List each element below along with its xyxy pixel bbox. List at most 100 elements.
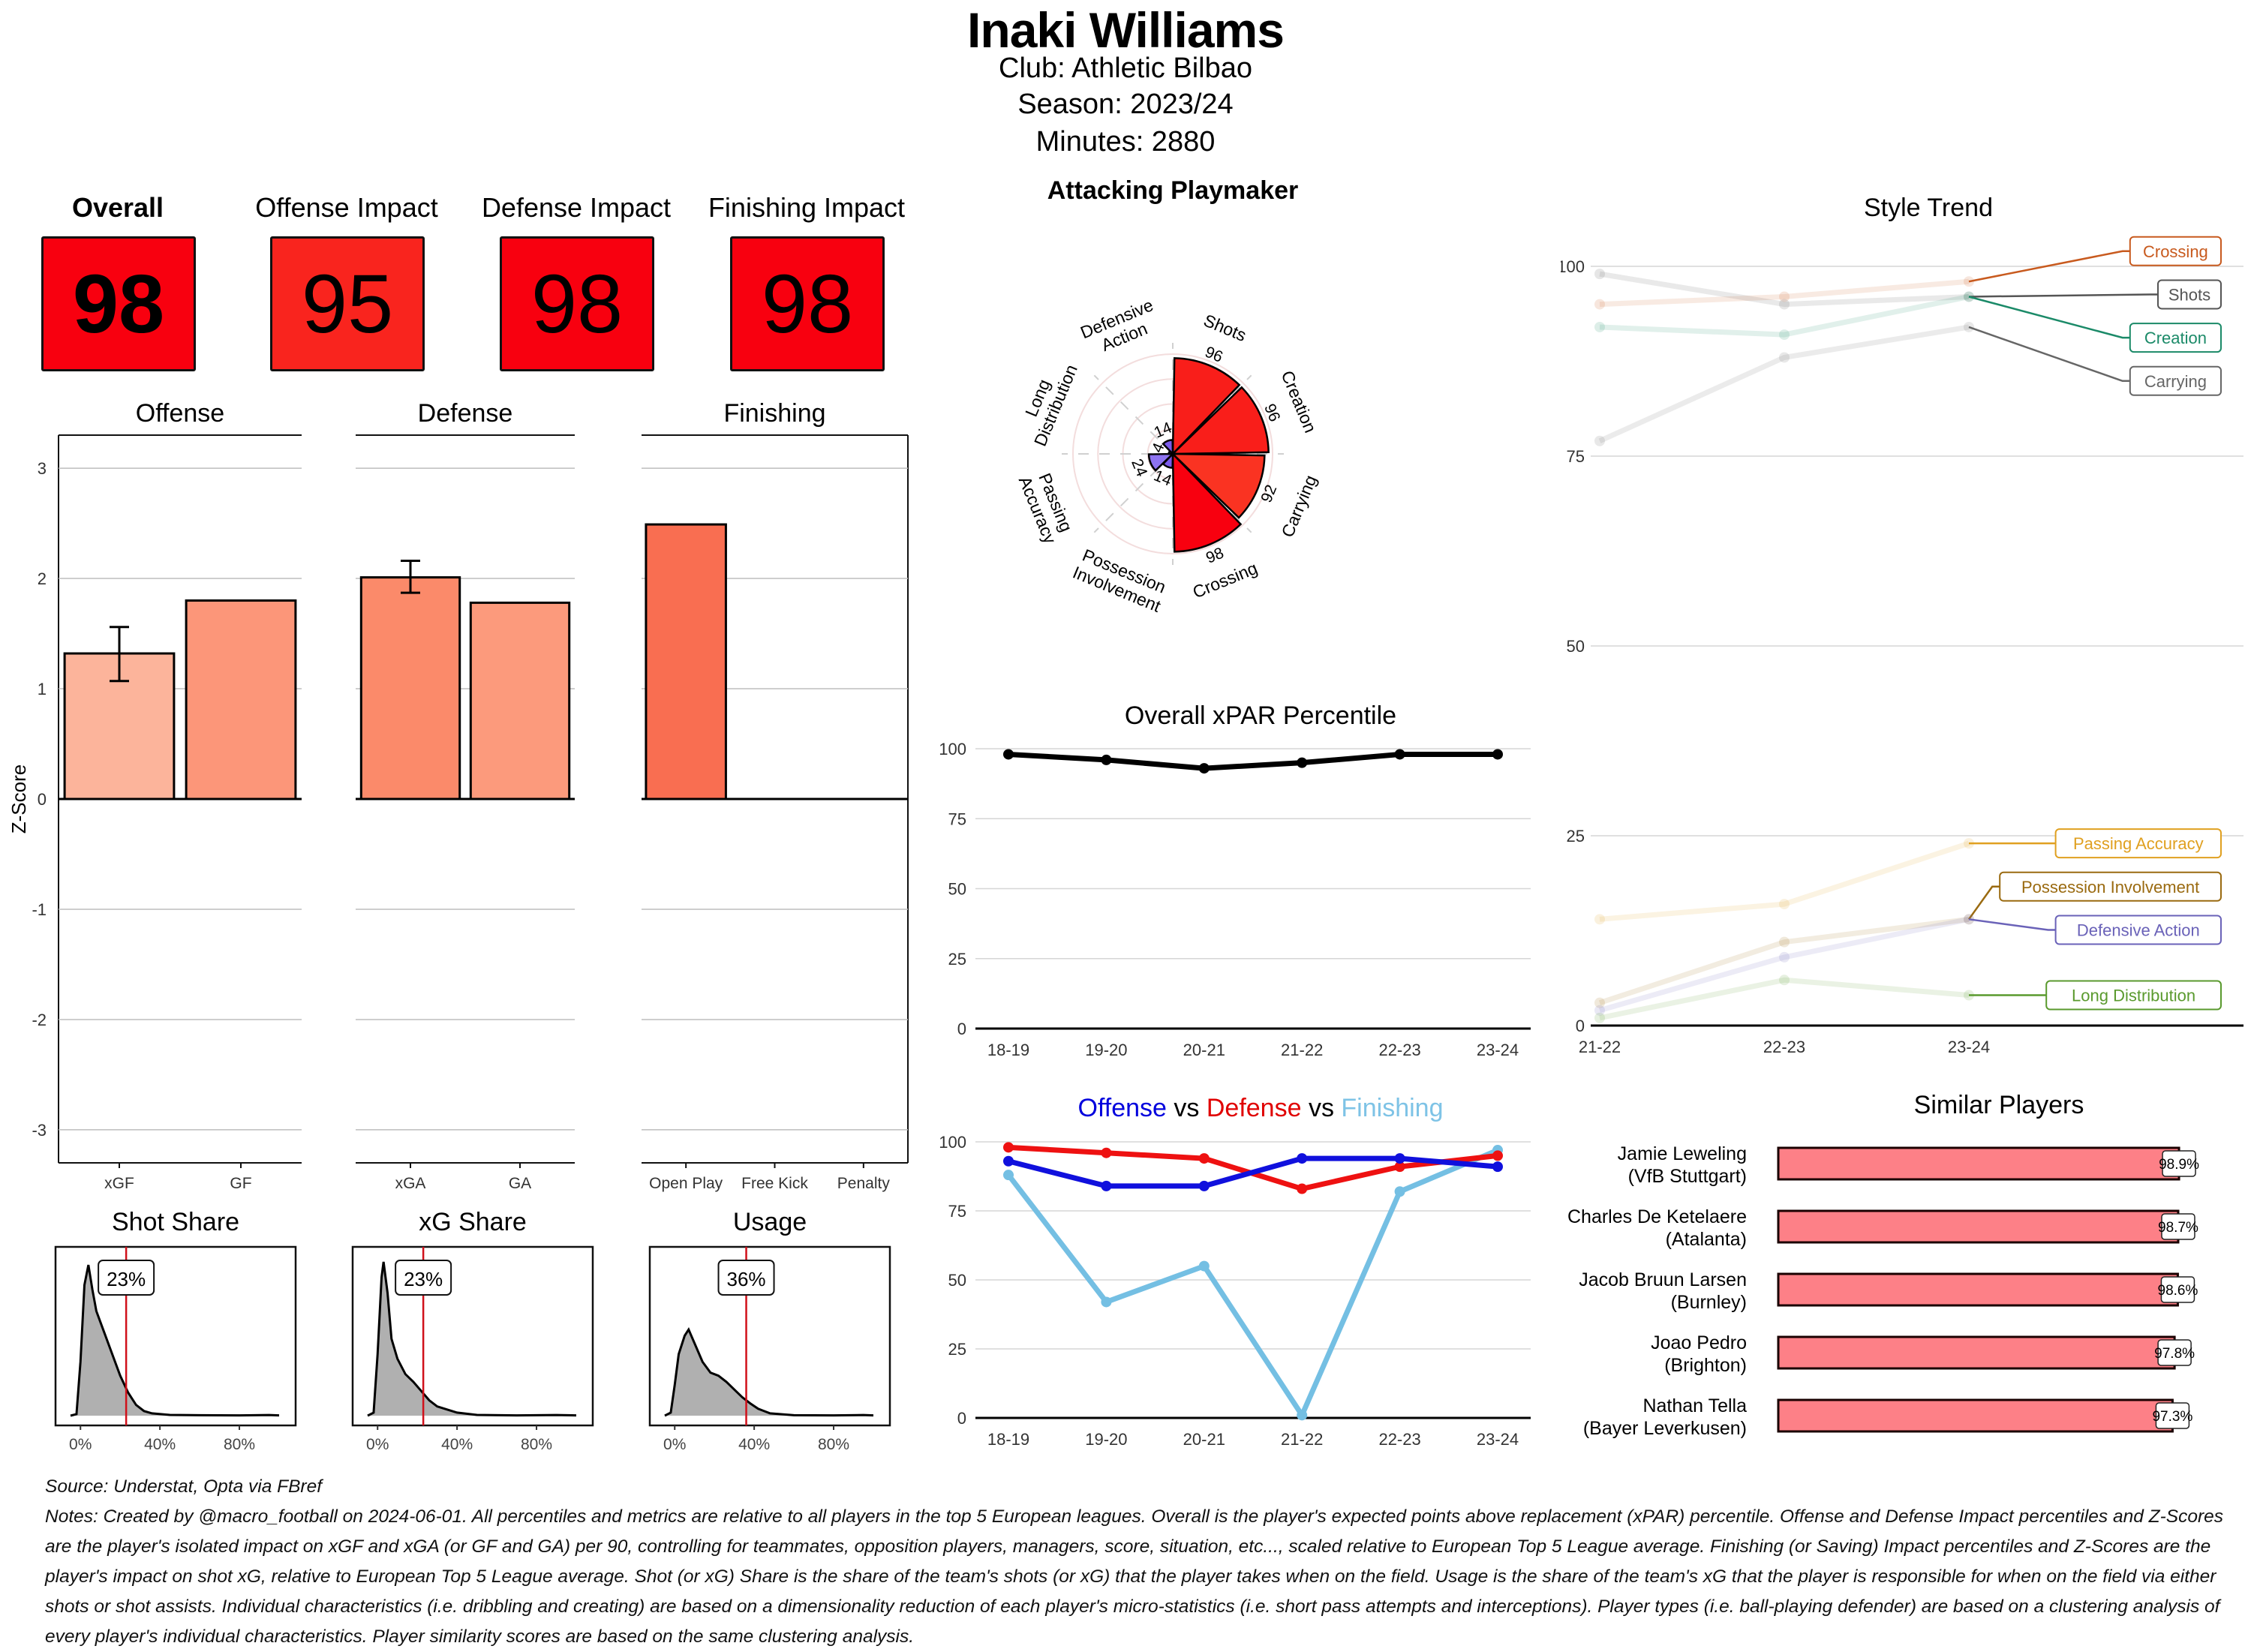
density-frame bbox=[351, 1245, 594, 1427]
style-series-point bbox=[1779, 899, 1790, 910]
style-label: Defensive Action bbox=[2077, 921, 2200, 939]
similarity-label-box bbox=[2160, 1276, 2195, 1303]
style-label: Carrying bbox=[2144, 372, 2207, 391]
radar-value-label: 96 bbox=[1261, 401, 1283, 424]
y-tick-label: 50 bbox=[948, 880, 966, 899]
x-tick-label: 40% bbox=[441, 1436, 473, 1453]
series-point bbox=[1297, 757, 1308, 768]
x-tick-label: 23-24 bbox=[1477, 1041, 1519, 1059]
style-series-point bbox=[1779, 975, 1790, 986]
y-tick-label: 50 bbox=[948, 1271, 966, 1290]
y-tick-label: 100 bbox=[939, 740, 966, 758]
radar-wedge bbox=[1171, 357, 1241, 457]
y-tick-label: 1 bbox=[38, 680, 47, 698]
player-club: (VfB Stuttgart) bbox=[1628, 1166, 1747, 1187]
similar-players-title: Similar Players bbox=[1914, 1091, 2084, 1119]
similarity-bar bbox=[1777, 1209, 2180, 1244]
radar-spoke bbox=[1172, 453, 1252, 533]
x-tick-label: 23-24 bbox=[1948, 1038, 1990, 1056]
series-point bbox=[1297, 1153, 1308, 1164]
club-line: Club: Athletic Bilbao bbox=[999, 53, 1252, 84]
ovd-title-part: vs bbox=[1167, 1094, 1199, 1122]
similarity-bar bbox=[1777, 1335, 2176, 1370]
zscore-bar bbox=[185, 599, 297, 800]
x-tick-label: 19-20 bbox=[1085, 1430, 1127, 1449]
style-trend-chart: Style Trend 0 25 50 75 100 21-22 22-23 23-24 Cros… bbox=[1561, 194, 2243, 1056]
radar-category-line: Shots bbox=[1201, 311, 1249, 346]
marker-label-box bbox=[717, 1260, 775, 1296]
style-series-point bbox=[1594, 1005, 1605, 1016]
radar-wedge bbox=[1162, 439, 1174, 457]
series-point bbox=[1492, 749, 1503, 760]
x-tick-label: 21-22 bbox=[1579, 1038, 1621, 1056]
density-curve bbox=[70, 1264, 280, 1417]
style-label-connector bbox=[1968, 918, 2056, 931]
facet-title: Finishing bbox=[723, 399, 825, 428]
density-area bbox=[665, 1329, 873, 1416]
style-series-line bbox=[1599, 278, 1970, 308]
marker-label: 23% bbox=[107, 1268, 146, 1290]
score-card-value: 98 bbox=[41, 236, 196, 371]
x-tick-label: 20-21 bbox=[1183, 1041, 1225, 1059]
similarity-label: 98.6% bbox=[2158, 1283, 2198, 1299]
style-series-line bbox=[1599, 977, 1970, 1021]
style-series-point bbox=[1594, 299, 1605, 310]
radar-category-label: Crossing bbox=[1190, 558, 1261, 602]
marker-label: 36% bbox=[727, 1268, 766, 1290]
similarity-bar bbox=[1777, 1398, 2174, 1433]
y-tick-label: 75 bbox=[948, 809, 966, 828]
player-name: Jamie Leweling bbox=[1618, 1143, 1747, 1164]
style-series-point bbox=[1594, 997, 1605, 1008]
style-series-point bbox=[1594, 914, 1605, 925]
style-label-connector bbox=[1968, 250, 2130, 283]
similarity-label-box bbox=[2157, 1339, 2192, 1366]
similar-players-chart: Similar Players Jamie Leweling(VfB Stuttg… bbox=[1567, 1091, 2199, 1439]
style-label-connector bbox=[1968, 293, 2158, 298]
density-curve bbox=[664, 1327, 874, 1417]
score-card-label: Overall bbox=[71, 192, 164, 223]
style-label-connector bbox=[1968, 326, 2130, 383]
y-tick-label: 25 bbox=[948, 1340, 966, 1359]
player-name: Charles De Ketelaere bbox=[1567, 1206, 1747, 1227]
style-series-point bbox=[1779, 299, 1790, 310]
facet-title: Offense bbox=[136, 399, 224, 428]
y-tick-label: 100 bbox=[939, 1133, 966, 1152]
style-label: Shots bbox=[2168, 285, 2210, 304]
x-tick-label: 22-23 bbox=[1763, 1038, 1805, 1056]
style-label-connector bbox=[1968, 296, 2130, 339]
ovd-title-part: Offense bbox=[1078, 1094, 1167, 1122]
series-point bbox=[1101, 754, 1112, 765]
style-label: Long Distribution bbox=[2072, 987, 2195, 1005]
ovd-title-part: Defense bbox=[1199, 1094, 1301, 1122]
offense-defense-finishing-chart: Offense vs Defense vs Finishing 0 25 50 75 10… bbox=[939, 1094, 1531, 1449]
y-tick-label: 25 bbox=[1567, 827, 1585, 846]
style-label-box bbox=[2129, 365, 2222, 396]
notes-text: Notes: Created by @macro_football on 202… bbox=[45, 1506, 2224, 1647]
score-card-label: Defense Impact bbox=[481, 192, 672, 223]
similarity-label: 98.7% bbox=[2158, 1220, 2198, 1236]
marker-label-box bbox=[98, 1260, 155, 1296]
style-series-point bbox=[1779, 352, 1790, 363]
ovd-title-part: Finishing bbox=[1334, 1094, 1444, 1122]
zscore-bar bbox=[645, 523, 727, 800]
series-line-finishing bbox=[1006, 1147, 1499, 1418]
radar-grid-circle bbox=[1072, 353, 1273, 554]
zscore-bar bbox=[359, 576, 461, 800]
radar-value-label: 24 bbox=[1128, 456, 1150, 479]
series-point bbox=[1101, 1296, 1112, 1308]
player-club: (Burnley) bbox=[1671, 1292, 1747, 1313]
similarity-label: 98.9% bbox=[2159, 1157, 2199, 1173]
radar-title: Attacking Playmaker bbox=[1047, 176, 1299, 205]
style-label-box bbox=[2054, 828, 2222, 859]
score-card-value: 95 bbox=[270, 236, 425, 371]
series-point bbox=[1003, 1170, 1014, 1181]
x-tick-label: 21-22 bbox=[1281, 1430, 1323, 1449]
player-club: (Atalanta) bbox=[1666, 1229, 1747, 1250]
y-tick-label: 75 bbox=[1567, 447, 1585, 466]
y-tick-label: 0 bbox=[957, 1020, 966, 1038]
style-label: Crossing bbox=[2143, 242, 2208, 261]
series-point bbox=[1297, 1410, 1308, 1421]
style-series-point bbox=[1779, 329, 1790, 341]
style-label-box bbox=[2045, 980, 2222, 1011]
